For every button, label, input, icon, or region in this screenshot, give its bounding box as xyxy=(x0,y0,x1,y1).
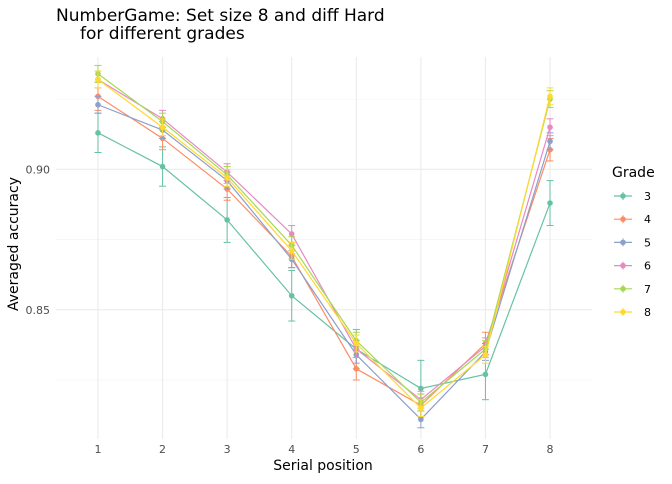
legend-key-point xyxy=(620,262,626,269)
legend-item-7: 7 xyxy=(614,283,651,296)
data-point xyxy=(547,124,553,131)
legend-item-4: 4 xyxy=(614,213,651,226)
legend-key-point xyxy=(620,193,626,199)
chart-title-line-1: NumberGame: Set size 8 and diff Hard xyxy=(56,6,385,26)
data-point xyxy=(547,138,553,145)
series-line xyxy=(97,132,551,390)
legend-key-point xyxy=(620,239,626,246)
legend-key-point xyxy=(620,216,626,222)
x-axis-ticks: 1 2 3 4 5 6 7 8 xyxy=(94,443,553,456)
x-tick-label: 2 xyxy=(159,443,166,456)
chart-title-line-2: for different grades xyxy=(80,24,245,44)
series-line xyxy=(97,78,551,409)
x-tick-label: 8 xyxy=(547,443,554,456)
data-point xyxy=(418,416,424,423)
x-tick-label: 7 xyxy=(482,443,489,456)
data-point xyxy=(95,76,101,83)
legend-key-point xyxy=(620,309,626,315)
y-axis-label: Averaged accuracy xyxy=(6,177,22,311)
x-tick-label: 4 xyxy=(288,443,295,456)
series-group xyxy=(94,64,554,429)
data-point xyxy=(95,101,101,108)
legend-item-5: 5 xyxy=(614,236,651,249)
series-grade-5 xyxy=(94,95,554,429)
data-point xyxy=(159,124,166,131)
x-tick-label: 1 xyxy=(94,443,101,456)
series-line xyxy=(97,73,551,404)
legend-label: 8 xyxy=(644,306,651,319)
data-point xyxy=(418,385,424,392)
legend-label: 5 xyxy=(644,236,651,249)
data-point xyxy=(418,405,424,411)
legend-title: Grade xyxy=(612,165,655,181)
series-line xyxy=(97,78,551,401)
legend-label: 6 xyxy=(644,260,651,273)
legend-item-3: 3 xyxy=(614,190,651,203)
data-point xyxy=(547,200,553,206)
series-line xyxy=(97,104,551,421)
y-tick-label: 0.85 xyxy=(26,304,51,317)
data-point xyxy=(288,292,295,299)
legend-label: 7 xyxy=(644,283,651,296)
series-grade-3 xyxy=(94,112,554,418)
legend-label: 3 xyxy=(644,190,651,203)
data-point xyxy=(482,351,489,358)
x-tick-label: 5 xyxy=(353,443,360,456)
x-axis-label: Serial position xyxy=(273,458,373,474)
data-point xyxy=(159,163,166,170)
series-line xyxy=(97,95,551,407)
x-tick-label: 3 xyxy=(224,443,231,456)
legend-item-6: 6 xyxy=(614,260,651,273)
data-point xyxy=(353,340,360,347)
legend-key-point xyxy=(620,286,626,292)
data-point xyxy=(482,371,489,378)
data-point xyxy=(95,130,101,136)
data-point xyxy=(224,174,230,181)
y-axis-ticks: 0.85 0.90 xyxy=(26,163,51,316)
legend-item-8: 8 xyxy=(614,306,651,319)
x-tick-label: 6 xyxy=(417,443,424,456)
legend: Grade 3 4 5 6 7 8 xyxy=(612,165,655,319)
legend-label: 4 xyxy=(644,213,651,226)
data-point xyxy=(224,217,230,223)
series-grade-8 xyxy=(94,70,554,418)
data-point xyxy=(288,248,295,254)
data-point xyxy=(547,93,553,100)
y-tick-label: 0.90 xyxy=(26,163,51,176)
data-point xyxy=(288,231,295,237)
data-point xyxy=(353,365,360,372)
